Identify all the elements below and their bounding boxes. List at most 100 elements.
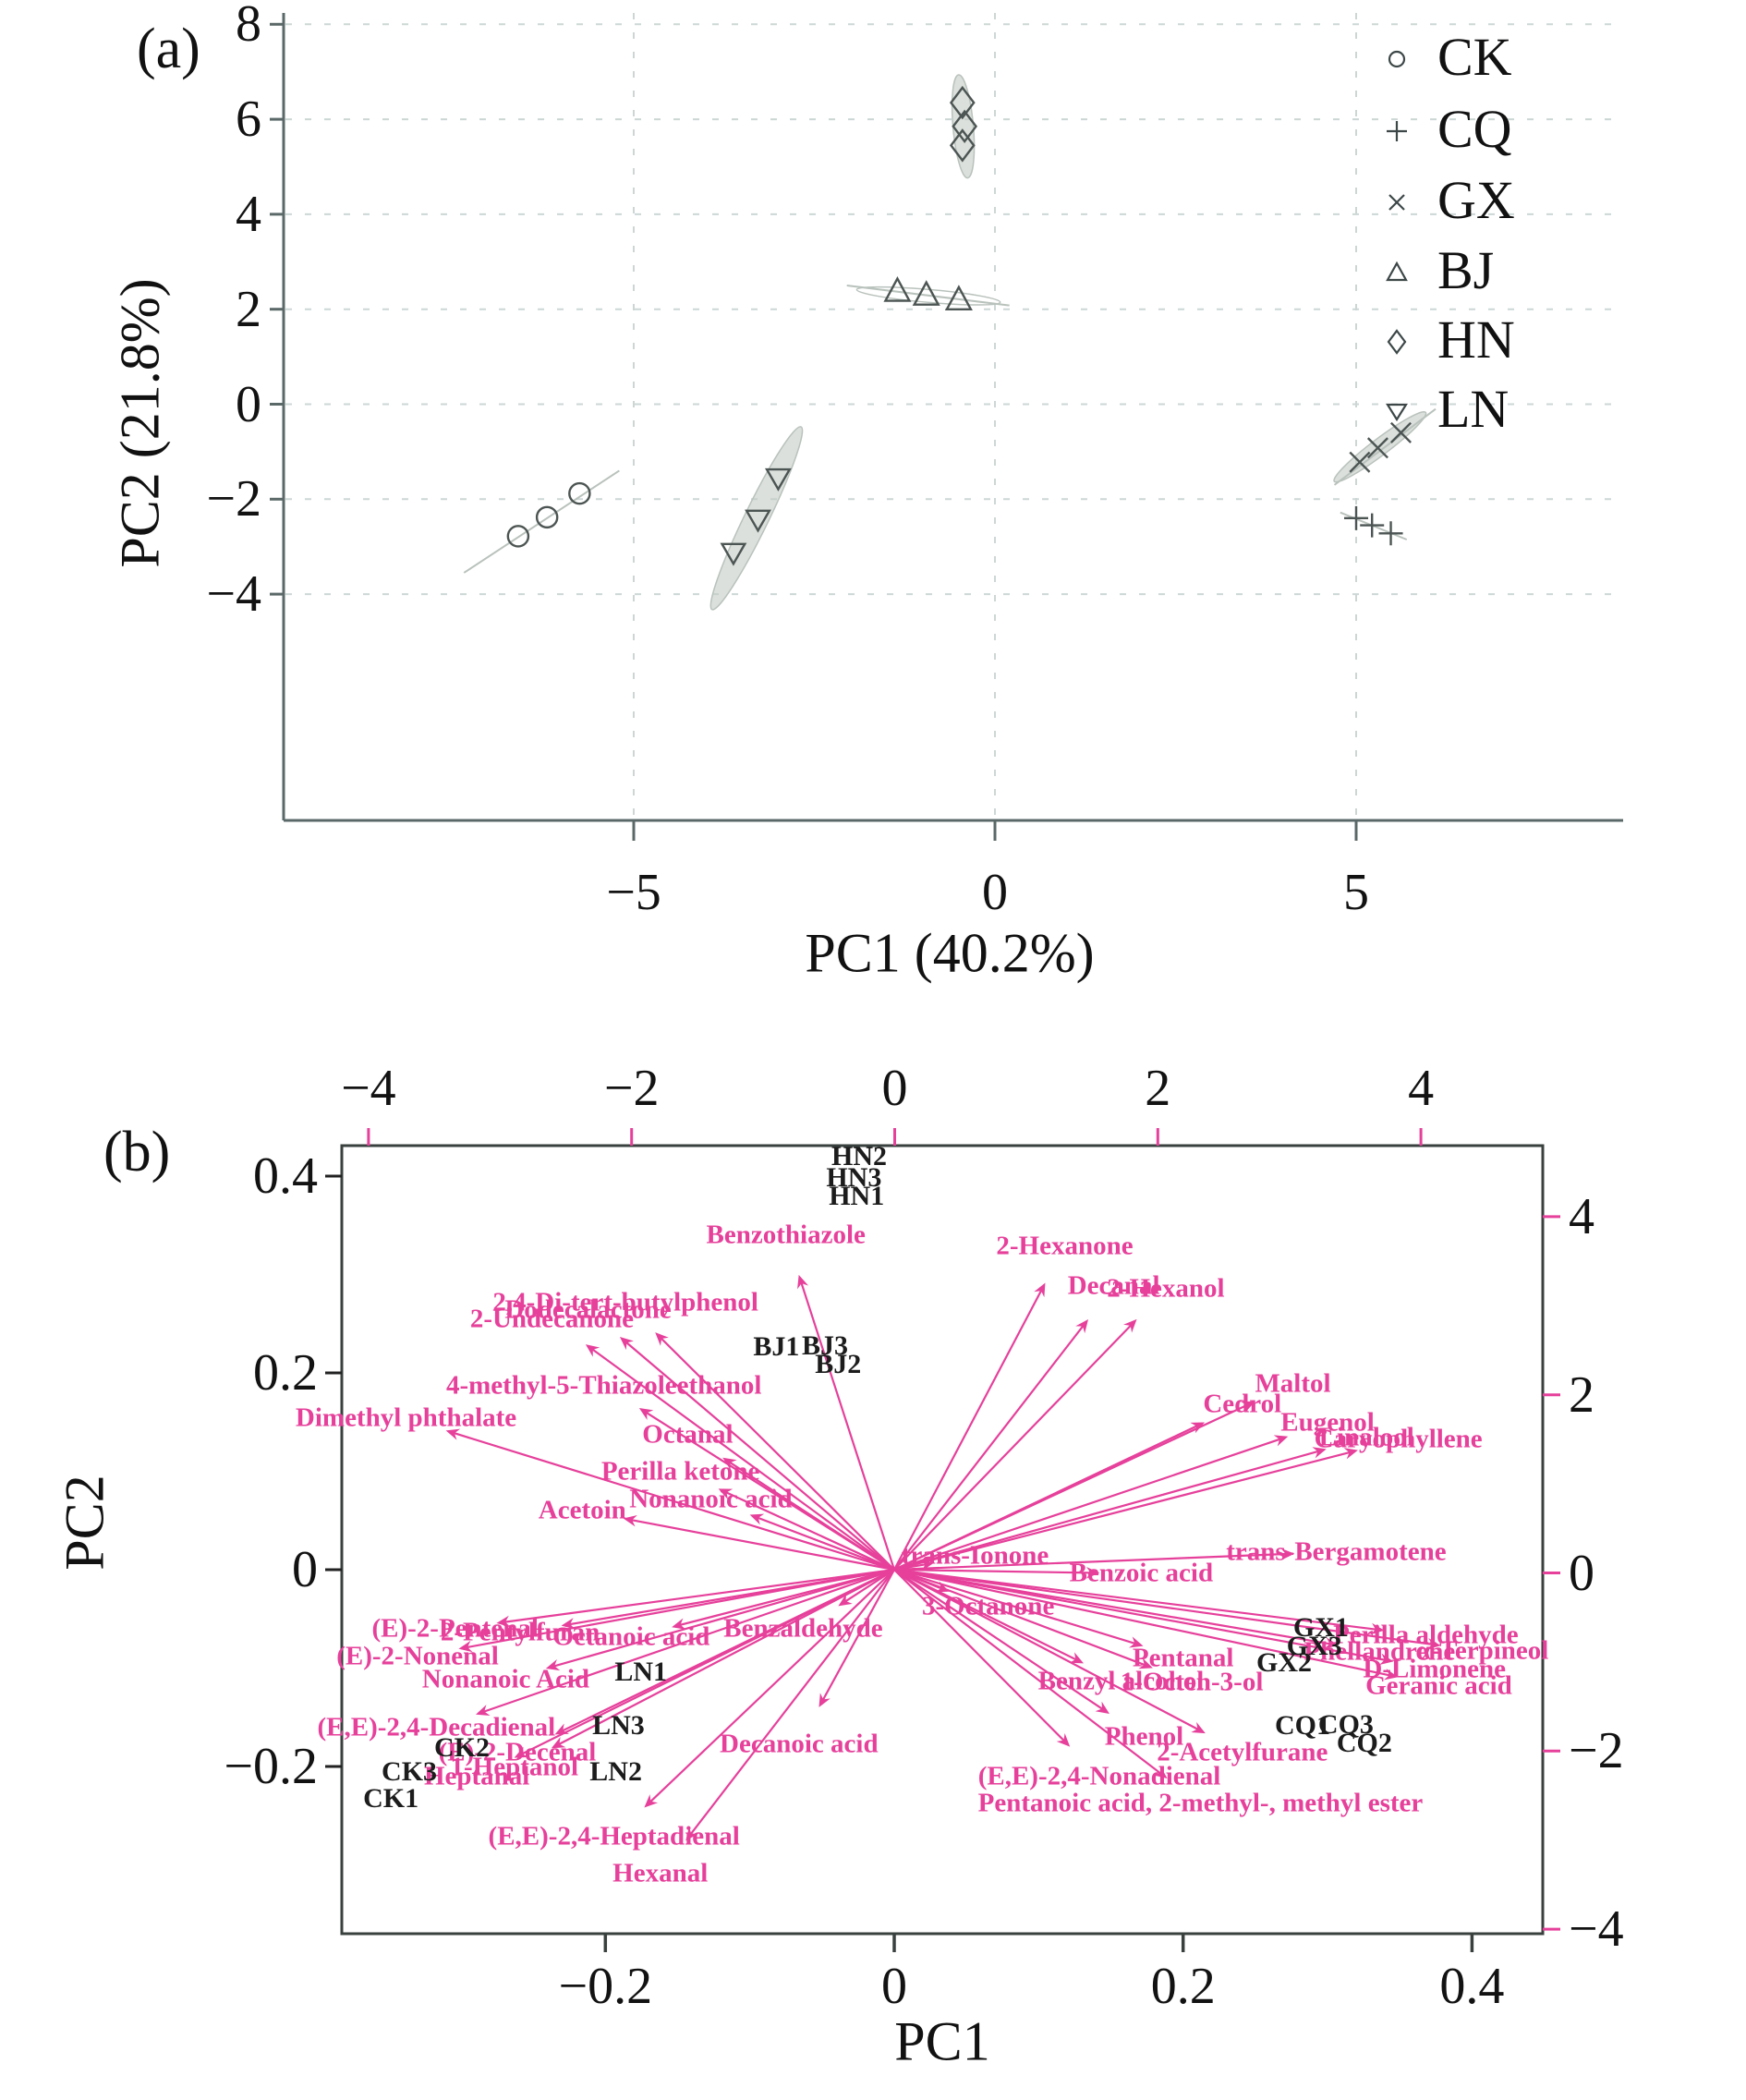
loading-arrow bbox=[722, 1457, 895, 1571]
loading-arrow bbox=[893, 1569, 1206, 1734]
loading-label-cedrol: Cedrol bbox=[1203, 1389, 1282, 1419]
panel-b-x-axis-title: PC1 bbox=[894, 2010, 990, 2072]
x-marker bbox=[1366, 437, 1388, 459]
loading-arrow bbox=[797, 1274, 896, 1571]
loading-label-1-heptanol: 1-Heptanol bbox=[450, 1752, 579, 1782]
loading-label-benzothiazole: Benzothiazole bbox=[706, 1220, 866, 1250]
loading-label-eugenol: Eugenol bbox=[1280, 1407, 1375, 1438]
loading-label-linalool: Linalool bbox=[1318, 1422, 1414, 1452]
loading-label--terpineol: α-Terpineol bbox=[1415, 1635, 1549, 1666]
legend-item-BJ: BJ bbox=[1378, 243, 1494, 298]
triangle-down-marker bbox=[720, 542, 747, 566]
loading-label-3-octanone: 3-Octanone bbox=[921, 1591, 1055, 1621]
circle-marker bbox=[506, 525, 530, 548]
loading-arrow bbox=[655, 1332, 895, 1571]
panel-a-x-tick-label: 0 bbox=[982, 864, 1008, 921]
panel-b-left-tick-label: 0 bbox=[292, 1541, 318, 1598]
loading-arrow bbox=[893, 1568, 1153, 1669]
plus-marker bbox=[1360, 513, 1385, 538]
triangle-up-marker bbox=[883, 275, 912, 302]
panel-b-left-tick-label: 0.4 bbox=[253, 1147, 318, 1205]
panel-a-x-tick-label: −5 bbox=[606, 864, 661, 921]
loading-label-2-acetylfurane: 2-Acetylfurane bbox=[1157, 1737, 1328, 1767]
score-label-CK3: CK3 bbox=[382, 1756, 438, 1788]
plus-marker bbox=[1378, 521, 1403, 546]
loading-arrow bbox=[893, 1318, 1089, 1571]
score-label-CK2: CK2 bbox=[434, 1732, 490, 1764]
loading-arrow bbox=[893, 1568, 1144, 1648]
loading-label-trans-ionone: trans-Ionone bbox=[901, 1540, 1049, 1571]
loading-label--e-2-pentenal: (E)-2-Pentenal bbox=[371, 1613, 539, 1644]
loading-arrow bbox=[893, 1422, 1206, 1571]
loading-arrow bbox=[838, 1569, 895, 1607]
triangle-up-icon bbox=[1386, 261, 1408, 282]
panel-b-bottom-tick-label: 0 bbox=[881, 1958, 907, 2015]
triangle-up-marker bbox=[912, 280, 940, 306]
loading-arrow bbox=[551, 1569, 895, 1749]
circle-marker bbox=[535, 505, 559, 529]
loading-label-4-methyl-5-thiazoleethanol: 4-methyl-5-Thiazoleethanol bbox=[445, 1370, 762, 1401]
cluster-ellipse-LN bbox=[709, 426, 804, 611]
loading-arrow bbox=[893, 1447, 1327, 1572]
x-icon bbox=[1388, 194, 1405, 211]
x-marker bbox=[1349, 451, 1371, 473]
legend-label: CK bbox=[1437, 27, 1512, 87]
panel-b-right-tick-label: −4 bbox=[1569, 1900, 1624, 1959]
panel-a-y-tick-label: 4 bbox=[236, 185, 261, 243]
loading-arrow bbox=[893, 1448, 1358, 1572]
score-label-BJ2: BJ2 bbox=[815, 1348, 862, 1379]
panel-a-y-tick-label: −2 bbox=[206, 470, 261, 528]
triangle-up-marker bbox=[944, 285, 973, 311]
loading-label-nonanoic-acid: Nonanoic acid bbox=[629, 1484, 793, 1514]
loading-label-benzaldehyde: Benzaldehyde bbox=[723, 1613, 883, 1644]
panel-b-left-tick-label: −0.2 bbox=[224, 1738, 318, 1795]
circle-marker bbox=[568, 481, 591, 505]
loading-arrow bbox=[445, 1428, 895, 1572]
loading-label-phenol: Phenol bbox=[1104, 1721, 1184, 1752]
loading-label-acetoin: Acetoin bbox=[538, 1495, 626, 1525]
panel-a-y-tick-label: 6 bbox=[236, 91, 261, 149]
loading-label-2-pentylfuran: 2-Pentylfuran bbox=[440, 1617, 600, 1647]
score-label-CK1: CK1 bbox=[363, 1783, 419, 1815]
trend-line-BJ bbox=[846, 285, 1010, 307]
score-label-CQ1: CQ1 bbox=[1274, 1710, 1330, 1742]
loading-arrow bbox=[585, 1344, 895, 1571]
loading-arrow bbox=[893, 1569, 1168, 1779]
loading-label-decanoic-acid: Decanoic acid bbox=[720, 1729, 879, 1758]
legend-label: LN bbox=[1437, 379, 1510, 439]
loading-label--e-e-2-4-decadienal: (E,E)-2,4-Decadienal bbox=[317, 1712, 556, 1742]
panel-b-bottom-tick-label: −0.2 bbox=[558, 1958, 653, 2015]
loading-label-caryophyllene: Caryophyllene bbox=[1314, 1424, 1483, 1454]
loading-arrow bbox=[644, 1569, 895, 1808]
panel-b-bottom-tick-label: 0.2 bbox=[1150, 1958, 1216, 2015]
loading-label-2-hexanone: 2-Hexanone bbox=[996, 1231, 1134, 1261]
loading-arrow bbox=[476, 1568, 895, 1716]
loading-label-decanal: Decanal bbox=[1067, 1270, 1160, 1301]
loading-label--e-2-nonenal: (E)-2-Nonenal bbox=[336, 1641, 499, 1671]
score-label-HN2: HN2 bbox=[831, 1141, 888, 1172]
score-label-HN1: HN1 bbox=[829, 1180, 885, 1211]
x-marker bbox=[1389, 421, 1412, 443]
panel-b-frame bbox=[340, 1144, 1545, 1936]
score-label-BJ3: BJ3 bbox=[802, 1329, 849, 1361]
loading-arrow bbox=[545, 1568, 895, 1671]
loading-arrow bbox=[496, 1568, 895, 1628]
panel-a-y-axis-title: PC2 (21.8%) bbox=[109, 278, 171, 568]
loading-label-phellandrene: Phellandrene bbox=[1303, 1636, 1456, 1667]
loading-label-geranic-acid: Geranic acid bbox=[1365, 1670, 1512, 1701]
legend-label: CQ bbox=[1437, 99, 1512, 159]
loading-label-nonanoic-acid: Nonanoic Acid bbox=[421, 1664, 590, 1694]
panel-a-label: (a) bbox=[137, 18, 200, 80]
score-label-GX1: GX1 bbox=[1292, 1612, 1349, 1644]
diamond-marker bbox=[952, 109, 978, 144]
plus-marker bbox=[1344, 505, 1368, 530]
loading-arrow bbox=[893, 1318, 1137, 1571]
loading-arrow bbox=[718, 1488, 895, 1571]
loading-label-1-octen-3-ol: 1-Octen-3-ol bbox=[1120, 1667, 1264, 1697]
panel-a-y-tick-label: 2 bbox=[236, 280, 261, 338]
legend-item-CQ: CQ bbox=[1378, 102, 1512, 157]
loading-label-2-undecanone: 2-Undecanone bbox=[469, 1304, 635, 1334]
loading-label-maltol: Maltol bbox=[1255, 1368, 1331, 1399]
